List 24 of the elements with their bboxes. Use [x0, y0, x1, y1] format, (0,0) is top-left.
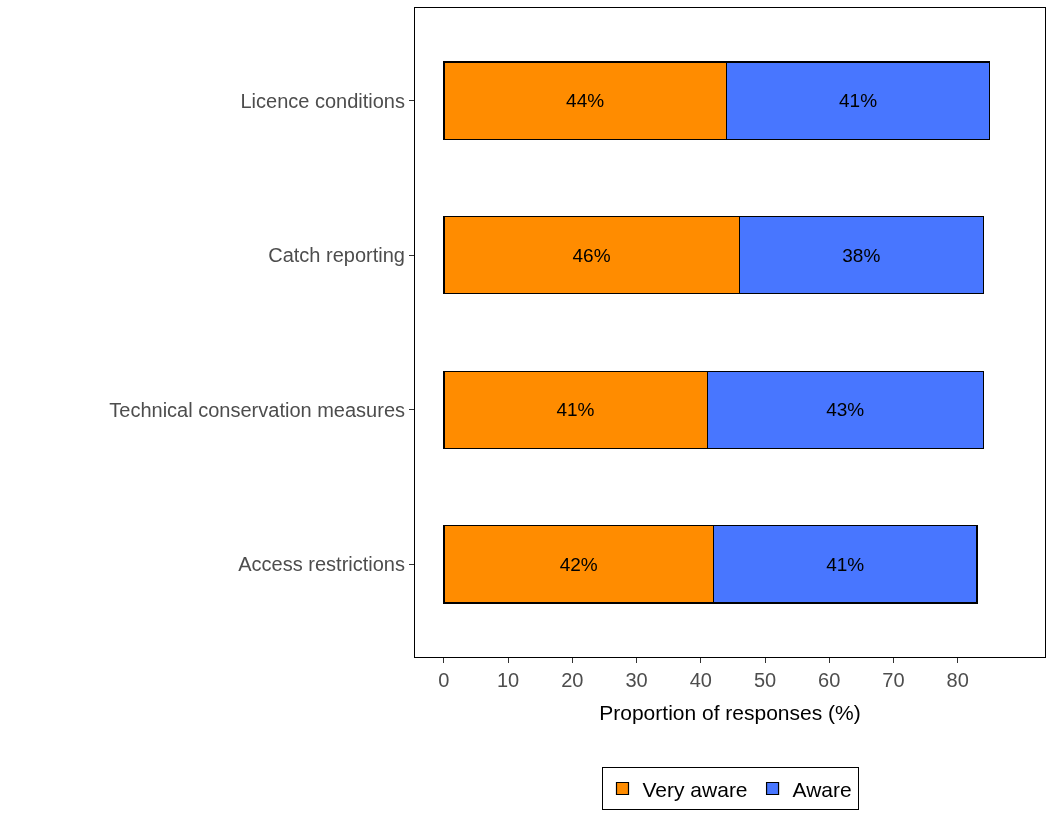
data-label: 38% — [842, 244, 881, 266]
y-tick-label: Licence conditions — [240, 89, 405, 112]
x-tick-label: 20 — [561, 669, 584, 691]
data-label: 41% — [839, 90, 878, 112]
data-label: 46% — [572, 244, 611, 266]
legend-label: Aware — [792, 777, 852, 801]
x-axis-title: Proportion of responses (%) — [599, 701, 861, 725]
x-tick-label: 70 — [882, 669, 905, 691]
x-tick-label: 60 — [818, 669, 841, 691]
x-tick-label: 30 — [625, 669, 648, 691]
data-label: 42% — [559, 553, 598, 575]
data-label: 44% — [566, 90, 605, 112]
y-tick-label: Access restrictions — [238, 553, 405, 576]
data-label: 43% — [826, 399, 865, 421]
x-tick-label: 0 — [438, 669, 450, 691]
legend-label: Very aware — [642, 777, 748, 801]
y-tick-label: Technical conservation measures — [109, 398, 405, 421]
data-label: 41% — [826, 553, 865, 575]
data-label: 41% — [556, 399, 595, 421]
y-tick-label: Catch reporting — [268, 244, 405, 267]
x-tick-label: 40 — [689, 669, 712, 691]
x-tick-label: 80 — [946, 669, 969, 691]
x-tick-label: 10 — [496, 669, 520, 691]
x-tick-label: 50 — [753, 669, 777, 691]
